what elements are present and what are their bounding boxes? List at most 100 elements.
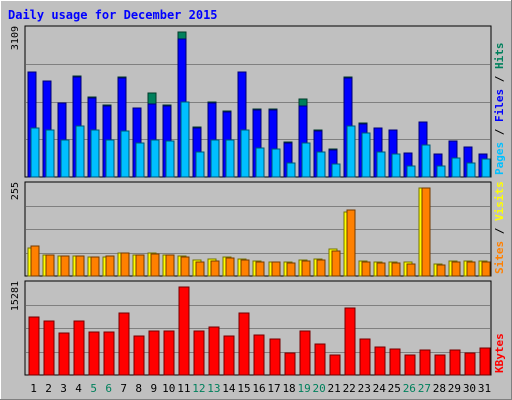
x-tick-label: 13 [207, 382, 220, 395]
bar-sites-day-20 [316, 259, 326, 277]
bar-kbytes-day-27 [419, 349, 431, 376]
bar-sites-day-28 [436, 264, 446, 277]
x-tick-label: 10 [162, 382, 175, 395]
legend-visits_sites: Sites / Visits [493, 181, 506, 274]
x-tick-label: 5 [90, 382, 97, 395]
bar-kbytes-day-9 [148, 330, 160, 376]
bar-kbytes-day-14 [223, 335, 235, 376]
legend-item: KBytes [493, 333, 506, 373]
x-tick-label: 26 [403, 382, 416, 395]
bar-pages-day-31 [481, 158, 491, 178]
bar-kbytes-day-3 [58, 332, 70, 376]
bar-pages-day-4 [75, 125, 85, 178]
x-tick-label: 30 [463, 382, 476, 395]
bar-kbytes-day-7 [118, 312, 130, 376]
bar-sites-day-12 [195, 261, 205, 277]
bar-pages-day-18 [286, 162, 296, 178]
bar-sites-day-5 [90, 256, 100, 277]
bar-sites-day-27 [421, 187, 431, 277]
y-max-label: 255 [10, 182, 21, 200]
bar-pages-day-21 [331, 163, 341, 178]
bar-pages-day-25 [391, 153, 401, 178]
bar-sites-day-18 [286, 262, 296, 277]
x-tick-label: 8 [135, 382, 142, 395]
bar-pages-day-3 [60, 139, 70, 178]
bar-pages-day-15 [240, 129, 250, 178]
bar-sites-day-29 [451, 261, 461, 277]
bar-pages-day-26 [406, 165, 416, 178]
bar-sites-day-19 [301, 260, 311, 277]
x-tick-label: 28 [433, 382, 446, 395]
x-tick-label: 17 [267, 382, 280, 395]
x-tick-label: 6 [105, 382, 112, 395]
bar-kbytes-day-2 [43, 320, 55, 376]
bar-kbytes-day-19 [299, 330, 311, 376]
legend-item: Files [493, 89, 506, 122]
bar-pages-day-8 [135, 142, 145, 178]
bar-pages-day-19 [301, 142, 311, 178]
bar-kbytes-day-25 [389, 348, 401, 376]
bar-sites-day-1 [30, 245, 40, 277]
bar-kbytes-day-16 [253, 334, 265, 376]
bar-kbytes-day-23 [359, 338, 371, 376]
bar-sites-day-11 [180, 256, 190, 277]
bar-sites-day-21 [331, 250, 341, 277]
legend-separator: / [493, 221, 506, 241]
bar-kbytes-day-18 [284, 352, 296, 376]
bar-kbytes-day-5 [88, 331, 100, 376]
bar-sites-day-30 [466, 261, 476, 277]
bar-pages-day-29 [451, 157, 461, 178]
bar-kbytes-day-1 [28, 316, 40, 376]
bar-sites-day-16 [255, 261, 265, 277]
legend-item: Pages [493, 142, 506, 175]
chart-title: Daily usage for December 2015 [8, 8, 218, 22]
bar-kbytes-day-12 [193, 330, 205, 376]
bar-kbytes-day-11 [178, 286, 190, 376]
bar-pages-day-14 [225, 139, 235, 178]
bar-kbytes-day-29 [449, 349, 461, 376]
bar-pages-day-16 [255, 147, 265, 178]
bar-sites-day-2 [45, 254, 55, 277]
bar-sites-day-9 [150, 253, 160, 277]
bar-pages-day-30 [466, 162, 476, 178]
x-tick-label: 7 [120, 382, 127, 395]
bar-sites-day-14 [225, 257, 235, 277]
bar-kbytes-day-15 [238, 312, 250, 376]
bar-pages-day-28 [436, 165, 446, 178]
x-tick-label: 12 [192, 382, 205, 395]
bar-pages-day-1 [30, 127, 40, 178]
bar-pages-day-6 [105, 139, 115, 178]
x-tick-label: 27 [418, 382, 431, 395]
x-tick-label: 1 [30, 382, 37, 395]
bar-sites-day-23 [361, 261, 371, 277]
x-tick-label: 25 [388, 382, 401, 395]
bar-pages-day-22 [346, 125, 356, 178]
x-tick-label: 18 [282, 382, 295, 395]
bar-sites-day-4 [75, 255, 85, 277]
bar-sites-day-25 [391, 262, 401, 277]
bar-pages-day-17 [271, 148, 281, 178]
bar-kbytes-day-20 [314, 343, 326, 376]
y-max-label: 15281 [10, 281, 21, 311]
bar-sites-day-31 [481, 261, 491, 277]
legend-item: Sites [493, 241, 506, 274]
x-tick-label: 9 [150, 382, 157, 395]
bar-pages-day-20 [316, 151, 326, 178]
bar-pages-day-7 [120, 130, 130, 178]
x-tick-label: 24 [373, 382, 387, 395]
bar-kbytes-day-8 [133, 335, 145, 376]
x-tick-label: 2 [45, 382, 52, 395]
x-tick-label: 29 [448, 382, 461, 395]
bar-kbytes-day-13 [208, 326, 220, 376]
bar-sites-day-6 [105, 255, 115, 277]
x-tick-label: 16 [252, 382, 265, 395]
chart-bars [27, 31, 491, 376]
x-tick-label: 4 [75, 382, 82, 395]
bar-pages-day-5 [90, 129, 100, 178]
legend-item: Visits [493, 181, 506, 221]
x-tick-label: 23 [358, 382, 371, 395]
bar-pages-day-10 [165, 140, 175, 178]
bar-sites-day-8 [135, 254, 145, 277]
